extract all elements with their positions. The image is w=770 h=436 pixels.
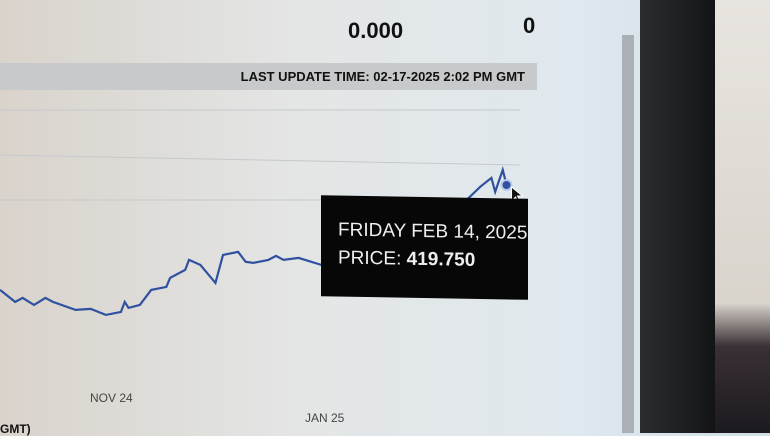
chart-tooltip: FRIDAY FEB 14, 2025 PRICE: 419.750 (321, 195, 528, 300)
x-tick-jan25: JAN 25 (305, 411, 345, 425)
timezone-label-fragment: GMT) (0, 422, 31, 436)
stat-value-2: 0 (523, 13, 536, 38)
stat-value-1: 0.000 (348, 18, 404, 43)
screen: 0.000 0 LAST UPDATE TIME: 02-17-2025 2:0… (0, 13, 634, 436)
x-tick-nov24: NOV 24 (90, 391, 133, 405)
background-wall (715, 0, 770, 433)
last-update-text: LAST UPDATE TIME: 02-17-2025 2:02 PM GMT (240, 69, 525, 84)
tooltip-price: PRICE: 419.750 (338, 247, 475, 271)
gridline (0, 154, 521, 166)
scrollbar[interactable] (622, 35, 634, 433)
highlighted-point[interactable] (500, 179, 513, 191)
last-update-bar: LAST UPDATE TIME: 02-17-2025 2:02 PM GMT (0, 63, 537, 90)
tooltip-date: FRIDAY FEB 14, 2025 (338, 219, 528, 244)
tooltip-price-label: PRICE: (338, 247, 402, 270)
tooltip-price-value: 419.750 (406, 248, 476, 271)
